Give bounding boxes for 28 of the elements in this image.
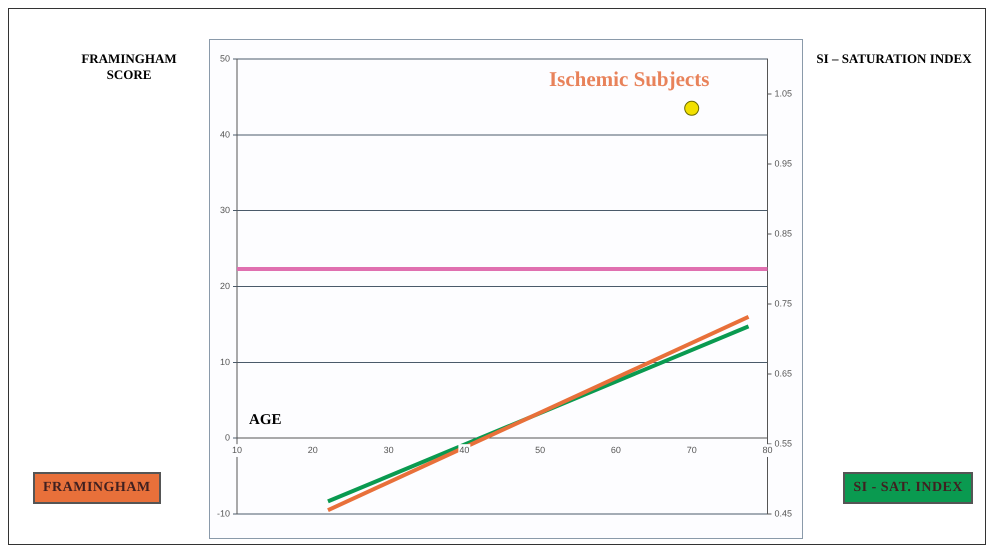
y-axis-title: FRAMINGHAM SCORE bbox=[80, 51, 178, 83]
y2-tick-label: 0.95 bbox=[774, 158, 792, 168]
y-tick-label: 20 bbox=[220, 280, 230, 291]
y2-tick-label: 0.65 bbox=[774, 368, 792, 378]
text: SI - SAT. INDEX bbox=[843, 472, 973, 504]
y2-axis-title: SI – SATURATION INDEX bbox=[815, 51, 973, 67]
y2-tick-label: 0.85 bbox=[774, 228, 792, 238]
y-tick-label: 40 bbox=[220, 129, 230, 140]
x-axis-title: AGE bbox=[249, 412, 282, 429]
y2-tick-label: 0.55 bbox=[774, 438, 792, 448]
y2-tick-label: 0.75 bbox=[774, 298, 792, 308]
y-tick-label: 30 bbox=[220, 205, 230, 216]
y-tick-label: 10 bbox=[220, 356, 230, 367]
x-tick-label: 10 bbox=[232, 445, 242, 456]
y-tick-label: 0 bbox=[224, 432, 230, 443]
x-tick-label: 40 bbox=[459, 445, 470, 456]
text: FRAMINGHAM bbox=[33, 472, 161, 504]
y2-tick-label: 0.45 bbox=[774, 508, 792, 518]
x-tick-label: 30 bbox=[384, 445, 394, 456]
annotation: Ischemic Subjects bbox=[549, 67, 710, 92]
y2-tick-label: 1.05 bbox=[774, 88, 792, 98]
x-tick-label: 50 bbox=[535, 445, 546, 456]
y-tick-label: 50 bbox=[220, 53, 230, 64]
x-tick-label: 60 bbox=[610, 445, 621, 456]
y-tick-label: -10 bbox=[216, 508, 230, 518]
x-tick-label: 20 bbox=[308, 445, 318, 456]
x-tick-label: 70 bbox=[686, 445, 697, 456]
x-tick-label: 80 bbox=[762, 445, 772, 456]
